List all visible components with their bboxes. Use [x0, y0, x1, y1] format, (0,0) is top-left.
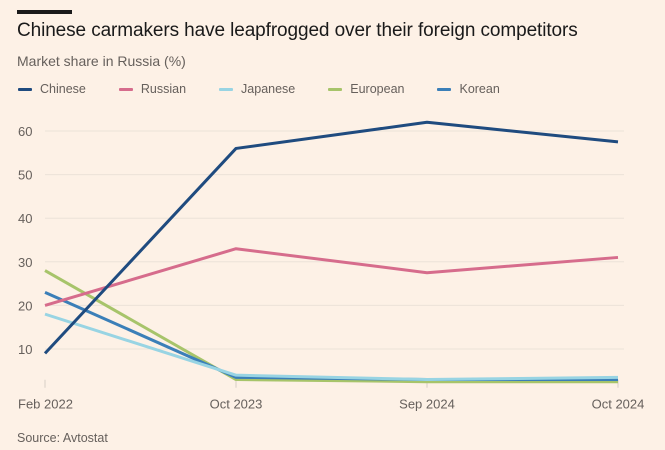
chart-subtitle: Market share in Russia (%): [17, 53, 186, 69]
y-tick-label: 40: [18, 211, 32, 226]
x-tick-label: Oct 2023: [210, 397, 263, 412]
chart-title: Chinese carmakers have leapfrogged over …: [17, 20, 578, 41]
series-line-russian: [44, 247, 619, 307]
legend-swatch-korean: [437, 87, 452, 91]
legend-label: Chinese: [40, 82, 86, 96]
series-line-chinese: [43, 120, 619, 355]
legend-swatch-japanese: [219, 87, 234, 91]
legend-label: Russian: [140, 82, 187, 96]
y-tick-label: 20: [18, 298, 32, 313]
y-tick-label: 60: [18, 124, 32, 139]
source-note: Source: Avtostat: [17, 431, 108, 445]
legend-swatch-european: [328, 87, 343, 91]
legend-label: European: [350, 82, 405, 96]
y-tick-label: 30: [18, 255, 32, 270]
legend-item-european: European: [328, 82, 404, 96]
legend-swatch-russian: [118, 87, 133, 91]
y-tick-label: 10: [18, 342, 32, 357]
series-line-european: [44, 269, 618, 384]
x-tick-label: Feb 2022: [18, 397, 73, 412]
legend-item-chinese: Chinese: [18, 82, 86, 96]
x-tick-label: Sep 2024: [399, 397, 455, 412]
legend-label: Japanese: [241, 82, 296, 96]
legend-item-russian: Russian: [118, 82, 187, 96]
legend-swatch-chinese: [18, 87, 32, 91]
legend: Chinese Russian Japanese European Korean: [18, 82, 533, 96]
x-tick-label: Oct 2024: [592, 397, 645, 412]
legend-item-korean: Korean: [437, 82, 500, 96]
legend-item-japanese: Japanese: [219, 82, 295, 96]
series-line-japanese: [44, 312, 619, 382]
header-accent-bar: [17, 10, 72, 14]
legend-label: Korean: [459, 82, 500, 96]
y-tick-label: 50: [18, 168, 32, 183]
